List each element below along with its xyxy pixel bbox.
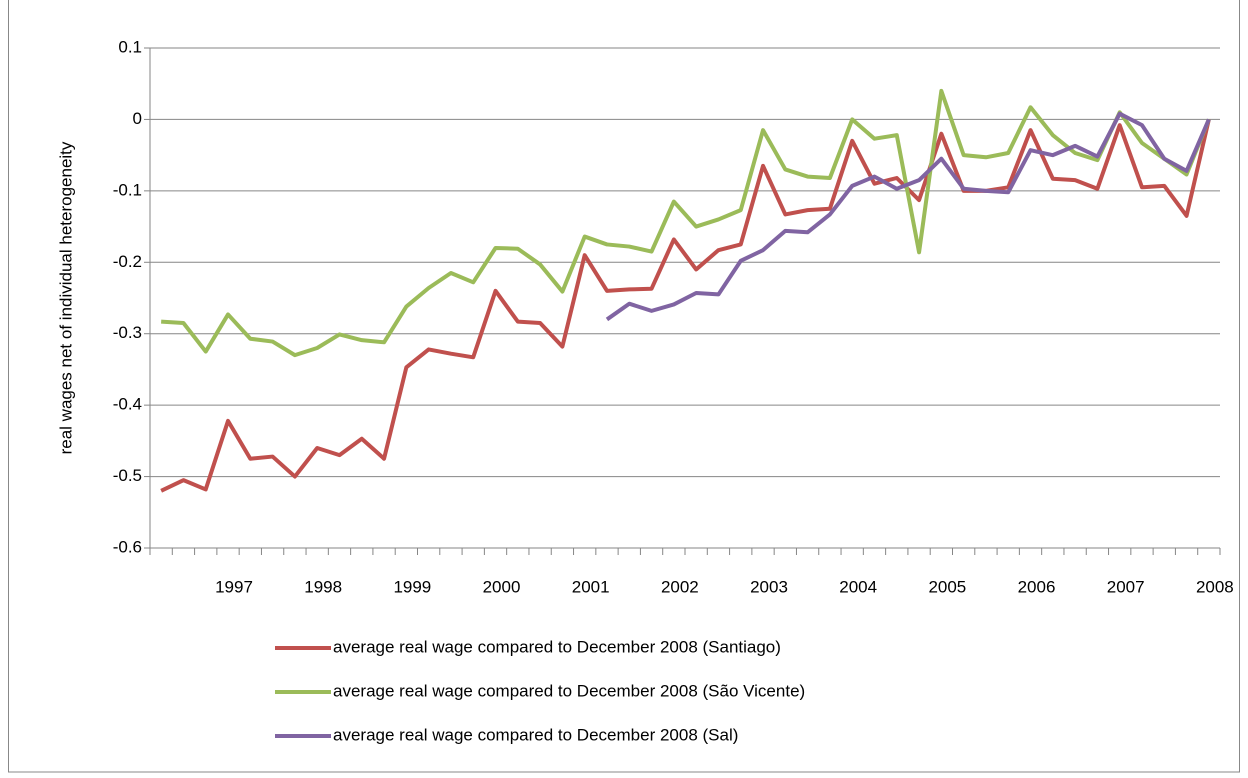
legend-label: average real wage compared to December 2… — [333, 637, 781, 656]
y-tick-label: 0.1 — [118, 37, 142, 56]
legend-label: average real wage compared to December 2… — [333, 681, 805, 700]
x-tick-label: 2006 — [1018, 577, 1056, 596]
y-axis-label: real wages net of individual heterogenei… — [56, 141, 75, 454]
y-tick-label: 0 — [133, 109, 142, 128]
y-tick-label: -0.6 — [113, 537, 142, 556]
y-tick-label: -0.5 — [113, 466, 142, 485]
x-tick-label: 2003 — [750, 577, 788, 596]
x-tick-label: 2008 — [1196, 577, 1234, 596]
x-tick-label: 2005 — [928, 577, 966, 596]
series-line — [160, 118, 1211, 493]
x-tick-label: 1998 — [304, 577, 342, 596]
x-tick-label: 1999 — [393, 577, 431, 596]
y-tick-label: -0.4 — [113, 395, 142, 414]
x-tick-label: 2007 — [1107, 577, 1145, 596]
chart-border — [8, 0, 1240, 773]
series-line — [161, 88, 1211, 358]
x-tick-label: 2001 — [572, 577, 610, 596]
x-tick-label: 2004 — [839, 577, 877, 596]
x-tick-label: 1997 — [215, 577, 253, 596]
x-tick-label: 2000 — [483, 577, 521, 596]
legend-label: average real wage compared to December 2… — [333, 725, 738, 744]
series-line — [605, 111, 1211, 322]
y-tick-label: -0.2 — [113, 252, 142, 271]
y-tick-label: -0.1 — [113, 180, 142, 199]
x-tick-label: 2002 — [661, 577, 699, 596]
y-tick-label: -0.3 — [113, 323, 142, 342]
